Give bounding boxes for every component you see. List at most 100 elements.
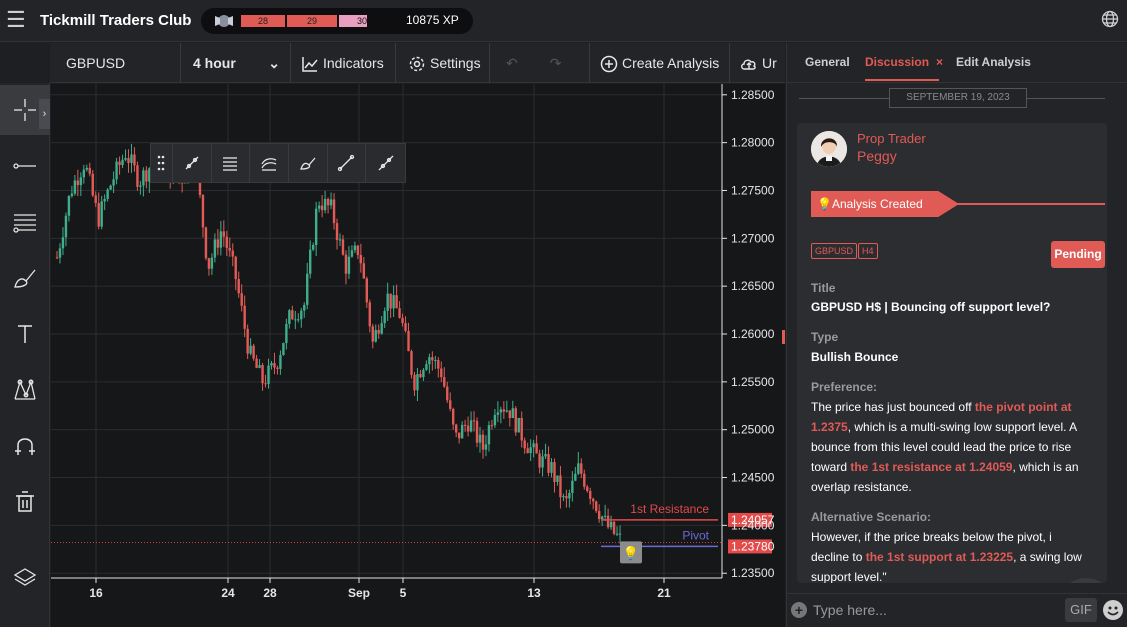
ray-icon xyxy=(338,154,355,172)
brush-tool[interactable] xyxy=(0,253,50,303)
message-input[interactable]: Type here... xyxy=(813,602,887,618)
pref-text-2: , which is a multi-swing low support lev… xyxy=(811,420,1077,474)
candle-body xyxy=(267,365,270,384)
candle-body xyxy=(383,310,386,324)
chevron-down-icon: ⌄ xyxy=(268,55,280,71)
y-tick-label: 1.26000 xyxy=(731,327,775,341)
brush-small-icon xyxy=(299,157,316,170)
candle-body xyxy=(460,424,464,439)
expand-arrow-icon[interactable]: › xyxy=(39,99,50,129)
candle-body xyxy=(76,180,80,186)
candle-body xyxy=(425,364,428,370)
extended-line-button[interactable] xyxy=(366,144,405,182)
globe-icon[interactable] xyxy=(1101,10,1119,28)
resistance-price-box xyxy=(728,512,772,527)
delete-tool[interactable] xyxy=(0,477,50,527)
lightbulb-icon: 💡 xyxy=(817,197,832,211)
candle-body xyxy=(600,516,604,520)
ray-button[interactable] xyxy=(328,144,367,182)
redo-icon[interactable]: ↷ xyxy=(549,55,562,71)
candle-body xyxy=(353,245,357,251)
alt-text-2: decline to xyxy=(811,550,866,564)
candle-body xyxy=(210,257,214,269)
pattern-tool[interactable] xyxy=(0,365,50,415)
candle-body xyxy=(303,304,306,311)
panel-resize-handle xyxy=(782,330,785,344)
fib-tool[interactable] xyxy=(0,197,50,247)
candle-body xyxy=(475,420,479,443)
avatar xyxy=(811,131,847,167)
candle-body xyxy=(597,511,601,520)
undo-icon[interactable]: ↶ xyxy=(506,55,518,71)
y-tick-label: 1.27500 xyxy=(731,183,775,197)
pattern-icon xyxy=(14,379,36,400)
candle-body xyxy=(258,365,261,368)
x-tick-label: Sep xyxy=(348,586,370,600)
gif-button[interactable]: GIF xyxy=(1065,598,1097,622)
scroll-down-button[interactable] xyxy=(1058,578,1107,583)
preference-text: The price has just bounced off the pivot… xyxy=(811,397,1097,497)
candle-body xyxy=(350,250,354,257)
text-tool[interactable] xyxy=(0,309,50,359)
drag-handle-icon[interactable] xyxy=(151,144,173,182)
tab-discussion[interactable]: Discussion × xyxy=(865,55,943,69)
candle-body xyxy=(264,383,267,385)
settings-button[interactable]: Settings xyxy=(396,43,490,83)
candle-body xyxy=(618,533,622,535)
candle-body xyxy=(419,374,422,378)
indicators-label: Indicators xyxy=(323,55,384,71)
interval-selector[interactable]: 4 hour ⌄ xyxy=(181,43,291,83)
title-label: Title xyxy=(811,281,836,295)
pref-text-3: , which is an overlap resistance. xyxy=(811,460,1079,494)
candle-body xyxy=(148,168,151,182)
candle-body xyxy=(335,223,339,241)
upload-button[interactable]: Ur xyxy=(730,43,785,83)
candle-body xyxy=(234,256,237,280)
candle-body xyxy=(559,475,562,498)
candle-body xyxy=(237,279,240,294)
channel-button[interactable] xyxy=(250,144,289,182)
tab-edit-analysis[interactable]: Edit Analysis xyxy=(956,55,1031,69)
candle-body xyxy=(118,161,121,166)
candle-body xyxy=(612,521,616,534)
trendline-button[interactable] xyxy=(173,144,212,182)
candle-body xyxy=(609,521,613,528)
layers-tool[interactable] xyxy=(0,553,50,603)
line-tool[interactable] xyxy=(0,141,50,191)
candle-body xyxy=(61,237,65,249)
left-toolbar: › xyxy=(0,83,50,627)
analysis-created-banner: 💡Analysis Created xyxy=(811,191,959,217)
candle-body xyxy=(452,408,455,425)
magnet-tool[interactable] xyxy=(0,421,50,471)
candle-body xyxy=(323,198,327,211)
candle-body xyxy=(142,170,145,186)
close-icon[interactable]: × xyxy=(936,55,944,69)
candle-body xyxy=(565,496,568,499)
emoji-icon[interactable] xyxy=(1103,600,1123,620)
candle-body xyxy=(603,515,607,517)
chart-svg[interactable]: 1st Resistance Pivot 1.24057 1.23780 💡 1.285… xyxy=(51,84,785,612)
candle-body xyxy=(520,417,523,441)
brush-draw-button[interactable] xyxy=(289,144,328,182)
candle-body xyxy=(255,358,258,368)
tab-general[interactable]: General xyxy=(805,55,850,69)
candle-body xyxy=(70,193,74,197)
candle-body xyxy=(526,448,529,454)
candle-body xyxy=(568,492,571,499)
candle-body xyxy=(362,263,366,279)
menu-icon[interactable]: ☰ xyxy=(6,7,26,32)
candle-body xyxy=(73,180,77,194)
candle-body xyxy=(297,319,300,321)
symbol-selector[interactable]: GBPUSD xyxy=(50,43,181,83)
pivot-price-box xyxy=(728,539,772,554)
add-attachment-icon[interactable]: + xyxy=(791,602,807,618)
y-tick-label: 1.25500 xyxy=(731,375,775,389)
indicators-button[interactable]: Indicators xyxy=(291,43,396,83)
chart-toolbar: GBPUSD 4 hour ⌄ Indicators Settings ↶ ↷ Cr… xyxy=(50,43,785,83)
candle-body xyxy=(145,170,148,182)
trash-icon xyxy=(16,491,34,512)
candle-body xyxy=(434,360,437,362)
create-analysis-button[interactable]: Create Analysis xyxy=(590,43,730,83)
parallel-lines-button[interactable] xyxy=(212,144,251,182)
candle-body xyxy=(457,432,461,439)
